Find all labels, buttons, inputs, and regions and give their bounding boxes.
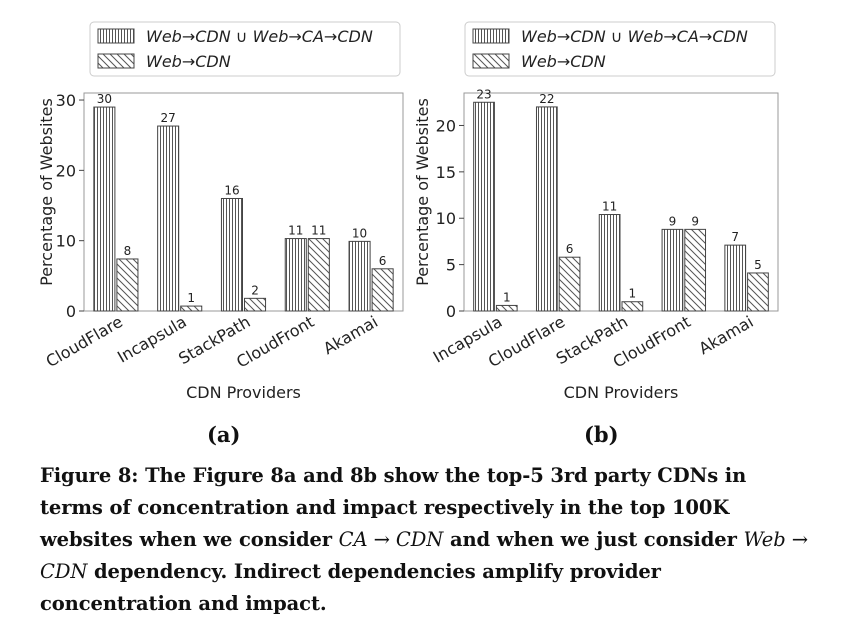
- plot-frame: [83, 92, 404, 312]
- caption-text-2: and when we just consider: [443, 528, 744, 551]
- chart-panel-b: 05101520231Incapsula226CloudFlare111Stac…: [413, 21, 779, 402]
- plot-frame: [463, 92, 779, 312]
- bar-value-label: 1: [629, 287, 637, 301]
- y-tick-label: 30: [56, 91, 76, 110]
- caption-lead: Figure 8:: [40, 464, 139, 487]
- y-axis-label: Percentage of Websites: [413, 98, 432, 286]
- subfigure-label-a: (a): [207, 422, 241, 447]
- bar-value-label: 2: [251, 283, 259, 297]
- bar-value-label: 11: [288, 224, 303, 238]
- bar-value-label: 1: [187, 291, 195, 305]
- bar-value-label: 11: [602, 200, 617, 214]
- legend-label: Web→CDN: [146, 52, 231, 71]
- y-tick-label: 10: [56, 232, 76, 251]
- bar-web-cdn: [495, 304, 518, 312]
- legend-swatch: [97, 28, 135, 44]
- bar-value-label: 6: [566, 242, 574, 256]
- legend-swatch: [472, 53, 510, 69]
- y-tick-label: 0: [446, 302, 456, 321]
- y-tick-label: 5: [446, 256, 456, 275]
- y-tick-label: 15: [436, 163, 456, 182]
- bar-web-cdn: [684, 228, 707, 312]
- legend-swatch: [472, 28, 510, 44]
- caption-text-3: dependency. Indirect dependencies amplif…: [40, 560, 661, 615]
- bar-value-label: 1: [503, 290, 511, 304]
- caption-math-cdn-2: CDN: [40, 560, 88, 583]
- caption-arrow-1: →: [367, 528, 396, 551]
- bar-combined: [348, 240, 371, 312]
- bar-web-cdn: [180, 305, 203, 312]
- bar-combined: [473, 101, 495, 312]
- x-axis-label: CDN Providers: [186, 383, 301, 402]
- bar-value-label: 9: [669, 214, 677, 228]
- figure-caption: Figure 8: The Figure 8a and 8b show the …: [40, 460, 810, 620]
- bar-combined: [535, 106, 558, 312]
- bar-value-label: 30: [97, 92, 112, 106]
- y-tick-label: 20: [436, 116, 456, 135]
- caption-text-1: The Figure 8a and 8b show the top-5 3rd …: [40, 464, 747, 551]
- bar-combined: [661, 228, 684, 312]
- legend-label: Web→CDN: [521, 52, 606, 71]
- legend: Web→CDN ∪ Web→CA→CDN Web→CDN: [464, 21, 776, 77]
- bar-combined: [157, 125, 180, 312]
- legend: Web→CDN ∪ Web→CA→CDN Web→CDN: [89, 21, 401, 77]
- bar-value-label: 27: [161, 111, 176, 125]
- legend-box: [89, 21, 401, 77]
- y-tick-label: 20: [56, 161, 76, 180]
- bar-value-label: 10: [352, 226, 367, 240]
- legend-label: Web→CDN ∪ Web→CA→CDN: [521, 27, 748, 46]
- bar-web-cdn: [116, 258, 139, 312]
- subfigure-label-b: (b): [584, 422, 619, 447]
- caption-arrow-2: →: [785, 528, 808, 551]
- bar-web-cdn: [307, 238, 330, 312]
- bar-web-cdn: [747, 272, 769, 312]
- bar-value-label: 23: [476, 87, 491, 101]
- bar-value-label: 5: [754, 258, 762, 272]
- bar-web-cdn: [558, 256, 581, 312]
- bar-value-label: 16: [224, 183, 239, 197]
- x-tick-label: Akamai: [320, 312, 381, 358]
- bar-value-label: 7: [731, 230, 739, 244]
- legend-box: [464, 21, 776, 77]
- bar-combined: [220, 197, 243, 312]
- caption-math-web: Web: [743, 528, 786, 551]
- bar-combined: [598, 214, 621, 312]
- bar-combined: [284, 238, 307, 312]
- bar-value-label: 22: [539, 92, 554, 106]
- x-tick-label: CloudFlare: [43, 312, 126, 371]
- x-tick-label: Akamai: [696, 312, 757, 358]
- bar-value-label: 8: [124, 244, 132, 258]
- legend-label: Web→CDN ∪ Web→CA→CDN: [146, 27, 373, 46]
- caption-math-cdn: CDN: [395, 528, 444, 551]
- bar-web-cdn: [621, 301, 644, 312]
- bar-combined: [724, 244, 747, 312]
- y-tick-label: 10: [436, 209, 456, 228]
- x-axis-label: CDN Providers: [564, 383, 679, 402]
- bar-web-cdn: [244, 297, 267, 312]
- bar-value-label: 9: [691, 214, 699, 228]
- caption-math-ca: CA: [338, 528, 368, 551]
- y-axis-label: Percentage of Websites: [37, 98, 56, 286]
- bar-web-cdn: [371, 268, 394, 312]
- y-tick-label: 0: [66, 302, 76, 321]
- bar-value-label: 6: [379, 254, 387, 268]
- legend-swatch: [97, 53, 135, 69]
- bar-combined: [93, 106, 116, 312]
- bar-value-label: 11: [311, 224, 326, 238]
